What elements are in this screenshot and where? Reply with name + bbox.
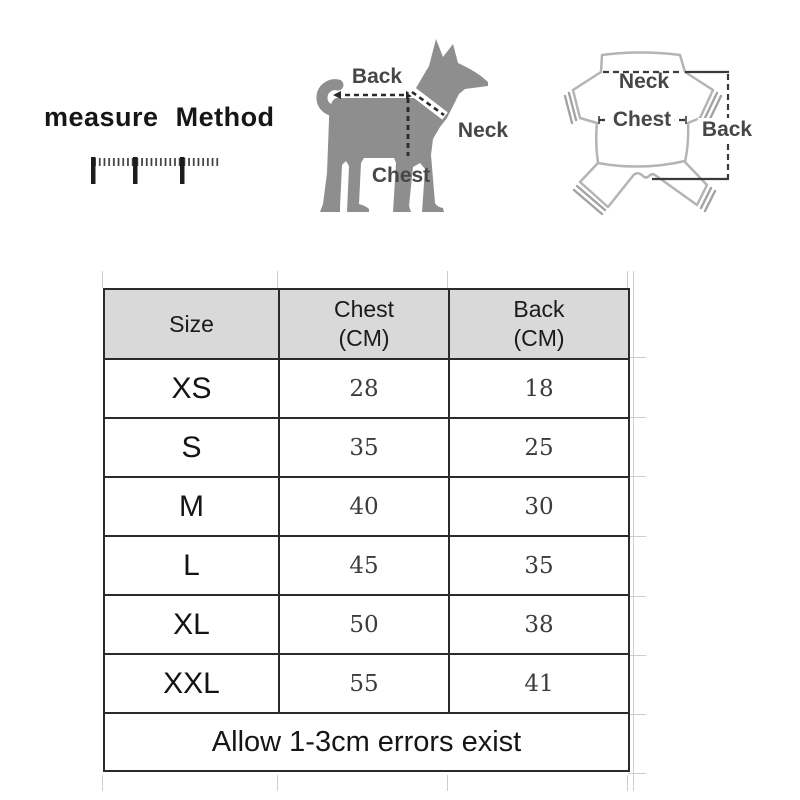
table-footer-row: Allow 1-3cm errors exist <box>103 712 630 772</box>
dog-chest-label: Chest <box>371 164 431 187</box>
header-line: Chest <box>333 296 395 322</box>
dog-diagram <box>316 39 488 212</box>
neck-measure-line <box>411 90 445 117</box>
gridline <box>628 714 646 715</box>
back-line-arrow-left <box>333 91 341 99</box>
gridline <box>628 476 646 477</box>
garment-hem-curve <box>596 159 687 168</box>
header-line: (CM) <box>338 325 390 351</box>
back-cell: 35 <box>448 535 630 596</box>
header-line: Back <box>513 296 565 322</box>
back-cell: 41 <box>448 653 630 714</box>
dog-silhouette <box>320 39 488 212</box>
gridline <box>447 775 448 791</box>
chest-cell: 55 <box>278 653 450 714</box>
tolerance-note: Allow 1-3cm errors exist <box>103 712 630 772</box>
chest-cell: 50 <box>278 594 450 655</box>
back-cell: 25 <box>448 417 630 478</box>
garment-outline <box>571 70 715 209</box>
gridline <box>102 775 103 791</box>
column-header-back: Back (CM) <box>448 288 630 360</box>
chest-cell: 35 <box>278 417 450 478</box>
gridline <box>628 655 646 656</box>
garment-neck-label: Neck <box>618 70 670 93</box>
table-row: XXL 55 41 <box>103 653 630 714</box>
garment-back-label: Back <box>697 118 757 142</box>
size-cell: M <box>103 476 280 537</box>
size-cell: S <box>103 417 280 478</box>
gridline <box>628 536 646 537</box>
measure-method-title: measure Method <box>44 102 275 132</box>
column-header-size: Size <box>103 288 280 360</box>
gridline <box>628 357 646 358</box>
back-cell: 30 <box>448 476 630 537</box>
gridline <box>102 271 103 288</box>
table-row: S 35 25 <box>103 417 630 478</box>
header-line: Size <box>169 310 214 337</box>
dog-neck-label: Neck <box>457 119 509 142</box>
column-header-chest: Chest (CM) <box>278 288 450 360</box>
back-cell: 38 <box>448 594 630 655</box>
table-row: XL 50 38 <box>103 594 630 655</box>
gridline <box>627 775 628 791</box>
garment-chest-label: Chest <box>608 108 676 132</box>
back-line-arrow-right <box>406 91 414 99</box>
garment-diagram <box>563 51 730 216</box>
gridline <box>628 773 646 774</box>
table-row: M 40 30 <box>103 476 630 537</box>
ruler-icon <box>91 157 220 184</box>
header-line: (CM) <box>513 325 565 351</box>
garment-collar <box>599 51 687 74</box>
gridline <box>277 271 278 288</box>
chest-cell: 40 <box>278 476 450 537</box>
size-table: Size Chest (CM) Back (CM) XS 28 18 <box>103 288 630 772</box>
size-cell: XXL <box>103 653 280 714</box>
gridline <box>628 417 646 418</box>
table-row: XS 28 18 <box>103 358 630 419</box>
table-header-row: Size Chest (CM) Back (CM) <box>103 288 630 360</box>
cuff-hatches <box>563 91 723 216</box>
gridline <box>627 271 628 288</box>
chest-cell: 45 <box>278 535 450 596</box>
gridline <box>277 775 278 791</box>
gridline <box>447 271 448 288</box>
size-cell: XL <box>103 594 280 655</box>
chest-cell: 28 <box>278 358 450 419</box>
gridline <box>628 596 646 597</box>
table-row: L 45 35 <box>103 535 630 596</box>
dog-back-label: Back <box>351 65 403 88</box>
size-cell: L <box>103 535 280 596</box>
size-cell: XS <box>103 358 280 419</box>
gridline <box>633 271 634 791</box>
back-cell: 18 <box>448 358 630 419</box>
